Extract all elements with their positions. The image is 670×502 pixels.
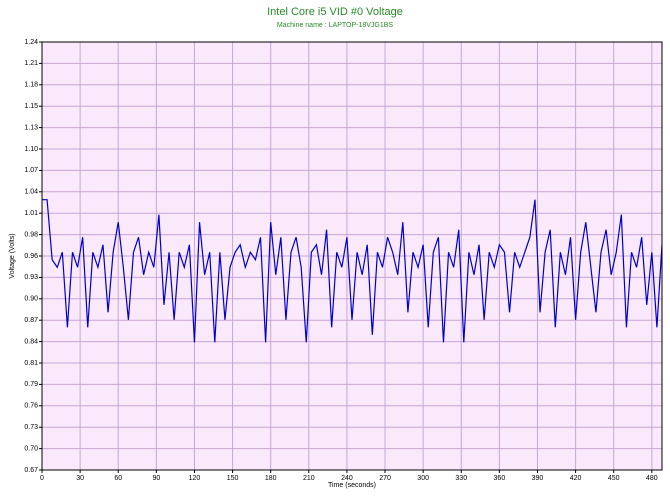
y-tick-label: 1.18	[24, 82, 38, 89]
y-tick-label: 0.96	[24, 253, 38, 260]
y-tick-label: 1.10	[24, 146, 38, 153]
y-tick-label: 0.98	[24, 231, 38, 238]
x-tick-label: 240	[341, 475, 353, 482]
y-axis-label: Voltage (Volts)	[9, 233, 16, 278]
y-tick-label: 1.07	[24, 167, 38, 174]
y-tick-label: 0.93	[24, 274, 38, 281]
y-tick-label: 1.15	[24, 103, 38, 110]
x-tick-label: 90	[152, 475, 160, 482]
y-tick-label: 0.90	[24, 296, 38, 303]
x-tick-label: 30	[76, 475, 84, 482]
x-tick-label: 450	[608, 475, 620, 482]
x-tick-label: 420	[570, 475, 582, 482]
y-tick-label: 0.76	[24, 403, 38, 410]
y-tick-label: 1.01	[24, 210, 38, 217]
x-tick-label: 360	[494, 475, 506, 482]
x-tick-label: 150	[227, 475, 239, 482]
y-tick-label: 0.84	[24, 338, 38, 345]
y-tick-label: 1.13	[24, 124, 38, 131]
y-tick-label: 1.04	[24, 189, 38, 196]
x-tick-label: 270	[379, 475, 391, 482]
x-tick-label: 0	[40, 475, 44, 482]
y-tick-label: 0.79	[24, 381, 38, 388]
x-tick-label: 60	[114, 475, 122, 482]
plot-border	[41, 41, 663, 471]
y-tick-label: 0.87	[24, 317, 38, 324]
y-tick-label: 0.70	[24, 445, 38, 452]
x-axis-label: Time (seconds)	[328, 482, 376, 489]
x-tick-label: 330	[455, 475, 467, 482]
x-tick-label: 390	[532, 475, 544, 482]
data-line	[42, 199, 663, 343]
y-tick-label: 0.67	[24, 467, 38, 474]
x-tick-label: 300	[417, 475, 429, 482]
y-tick-label: 0.81	[24, 360, 38, 367]
chart-title: Intel Core i5 VID #0 Voltage	[267, 6, 403, 18]
x-tick-label: 180	[265, 475, 277, 482]
y-tick-label: 0.73	[24, 424, 38, 431]
y-tick-label: 1.24	[24, 39, 38, 46]
chart-subtitle: Machine name : LAPTOP-18VJG1BS	[277, 22, 394, 29]
x-tick-label: 120	[189, 475, 201, 482]
x-tick-label: 210	[303, 475, 315, 482]
y-tick-label: 1.21	[24, 60, 38, 67]
x-tick-label: 480	[646, 475, 658, 482]
